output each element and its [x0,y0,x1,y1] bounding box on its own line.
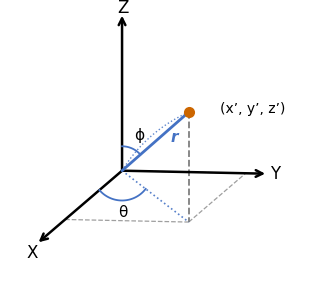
Text: r: r [171,130,178,145]
Text: θ: θ [118,205,128,220]
Text: ϕ: ϕ [134,128,144,143]
Text: Y: Y [269,165,280,183]
Text: X: X [26,244,37,262]
Text: Z: Z [118,0,129,17]
Text: (x’, y’, z’): (x’, y’, z’) [220,102,285,117]
